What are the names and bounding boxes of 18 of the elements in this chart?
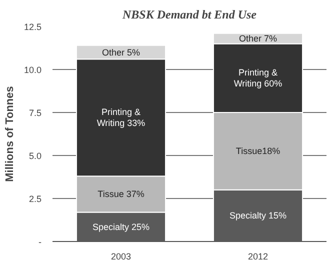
data-label: Specialty 15% — [229, 210, 287, 221]
y-tick-label: 7.5 — [28, 108, 42, 118]
y-tick-label: 10.0 — [24, 65, 42, 75]
data-label: Specialty 25% — [92, 222, 150, 232]
data-label: Tissue 37% — [98, 189, 144, 200]
y-tick-label: 12.5 — [24, 22, 42, 32]
data-label: Printing & Writing 60% — [234, 68, 282, 89]
data-label: Tissue18% — [236, 146, 280, 156]
y-tick-label: 2.5 — [28, 194, 42, 204]
y-tick-label: 5.0 — [28, 151, 42, 161]
chart-title: NBSK Demand bt End Use — [121, 8, 258, 22]
x-tick-label: 2012 — [248, 252, 268, 262]
data-label: Other 5% — [102, 47, 140, 58]
data-label: Printing & Writing 33% — [96, 107, 146, 128]
y-tick-label: - — [38, 237, 42, 247]
x-tick-label: 2003 — [110, 252, 132, 262]
y-axis-title: Millions of Tonnes — [4, 86, 16, 182]
data-label: Other 7% — [238, 34, 278, 44]
